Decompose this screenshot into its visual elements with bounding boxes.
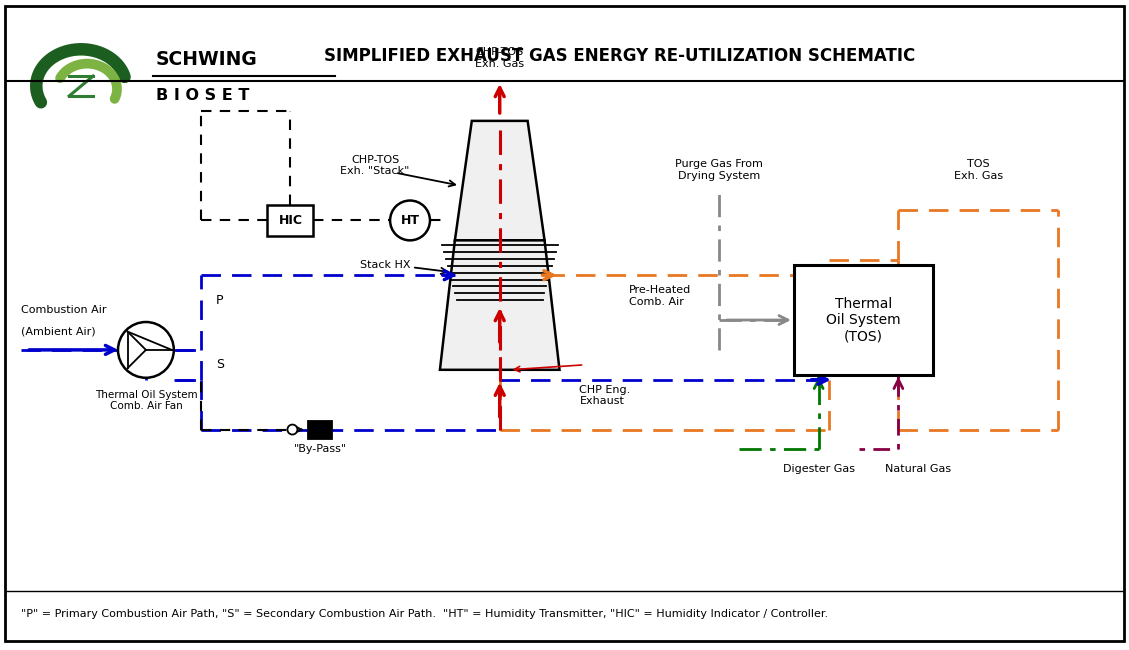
Text: CHP-TOS
Exh. "Stack": CHP-TOS Exh. "Stack" <box>341 155 410 177</box>
Bar <box>308 421 332 439</box>
Text: Stack HX: Stack HX <box>359 260 410 270</box>
Polygon shape <box>440 240 560 370</box>
Text: CHP Eng.
Exhaust: CHP Eng. Exhaust <box>579 385 631 406</box>
Polygon shape <box>455 121 544 240</box>
Text: Combustion Air: Combustion Air <box>21 305 107 315</box>
Text: HT: HT <box>401 214 420 227</box>
Text: Digester Gas: Digester Gas <box>782 464 855 474</box>
Circle shape <box>391 201 430 240</box>
Text: Thermal Oil System
Comb. Air Fan: Thermal Oil System Comb. Air Fan <box>95 390 198 411</box>
Text: S: S <box>216 358 224 371</box>
FancyBboxPatch shape <box>794 265 934 375</box>
Text: Natural Gas: Natural Gas <box>885 464 952 474</box>
Text: "By-Pass": "By-Pass" <box>294 445 347 454</box>
Text: SCHWING: SCHWING <box>156 49 257 69</box>
Text: Purge Gas From
Drying System: Purge Gas From Drying System <box>675 159 763 181</box>
Text: B I O S E T: B I O S E T <box>156 88 250 103</box>
Text: "P" = Primary Combustion Air Path, "S" = Secondary Combustion Air Path.  "HT" = : "P" = Primary Combustion Air Path, "S" =… <box>21 609 829 619</box>
Text: SIMPLIFIED EXHAUST GAS ENERGY RE-UTILIZATION SCHEMATIC: SIMPLIFIED EXHAUST GAS ENERGY RE-UTILIZA… <box>324 47 914 65</box>
FancyBboxPatch shape <box>268 205 314 237</box>
Text: (Ambient Air): (Ambient Air) <box>21 327 96 337</box>
Circle shape <box>119 322 174 378</box>
Text: Pre-Heated
Comb. Air: Pre-Heated Comb. Air <box>629 285 692 307</box>
Text: P: P <box>216 294 224 307</box>
Text: HIC: HIC <box>279 214 303 227</box>
Text: CHP-TOS
Exh. Gas: CHP-TOS Exh. Gas <box>475 47 524 69</box>
Text: TOS
Exh. Gas: TOS Exh. Gas <box>954 159 1003 181</box>
Text: Thermal
Oil System
(TOS): Thermal Oil System (TOS) <box>826 297 901 343</box>
Circle shape <box>288 424 297 435</box>
